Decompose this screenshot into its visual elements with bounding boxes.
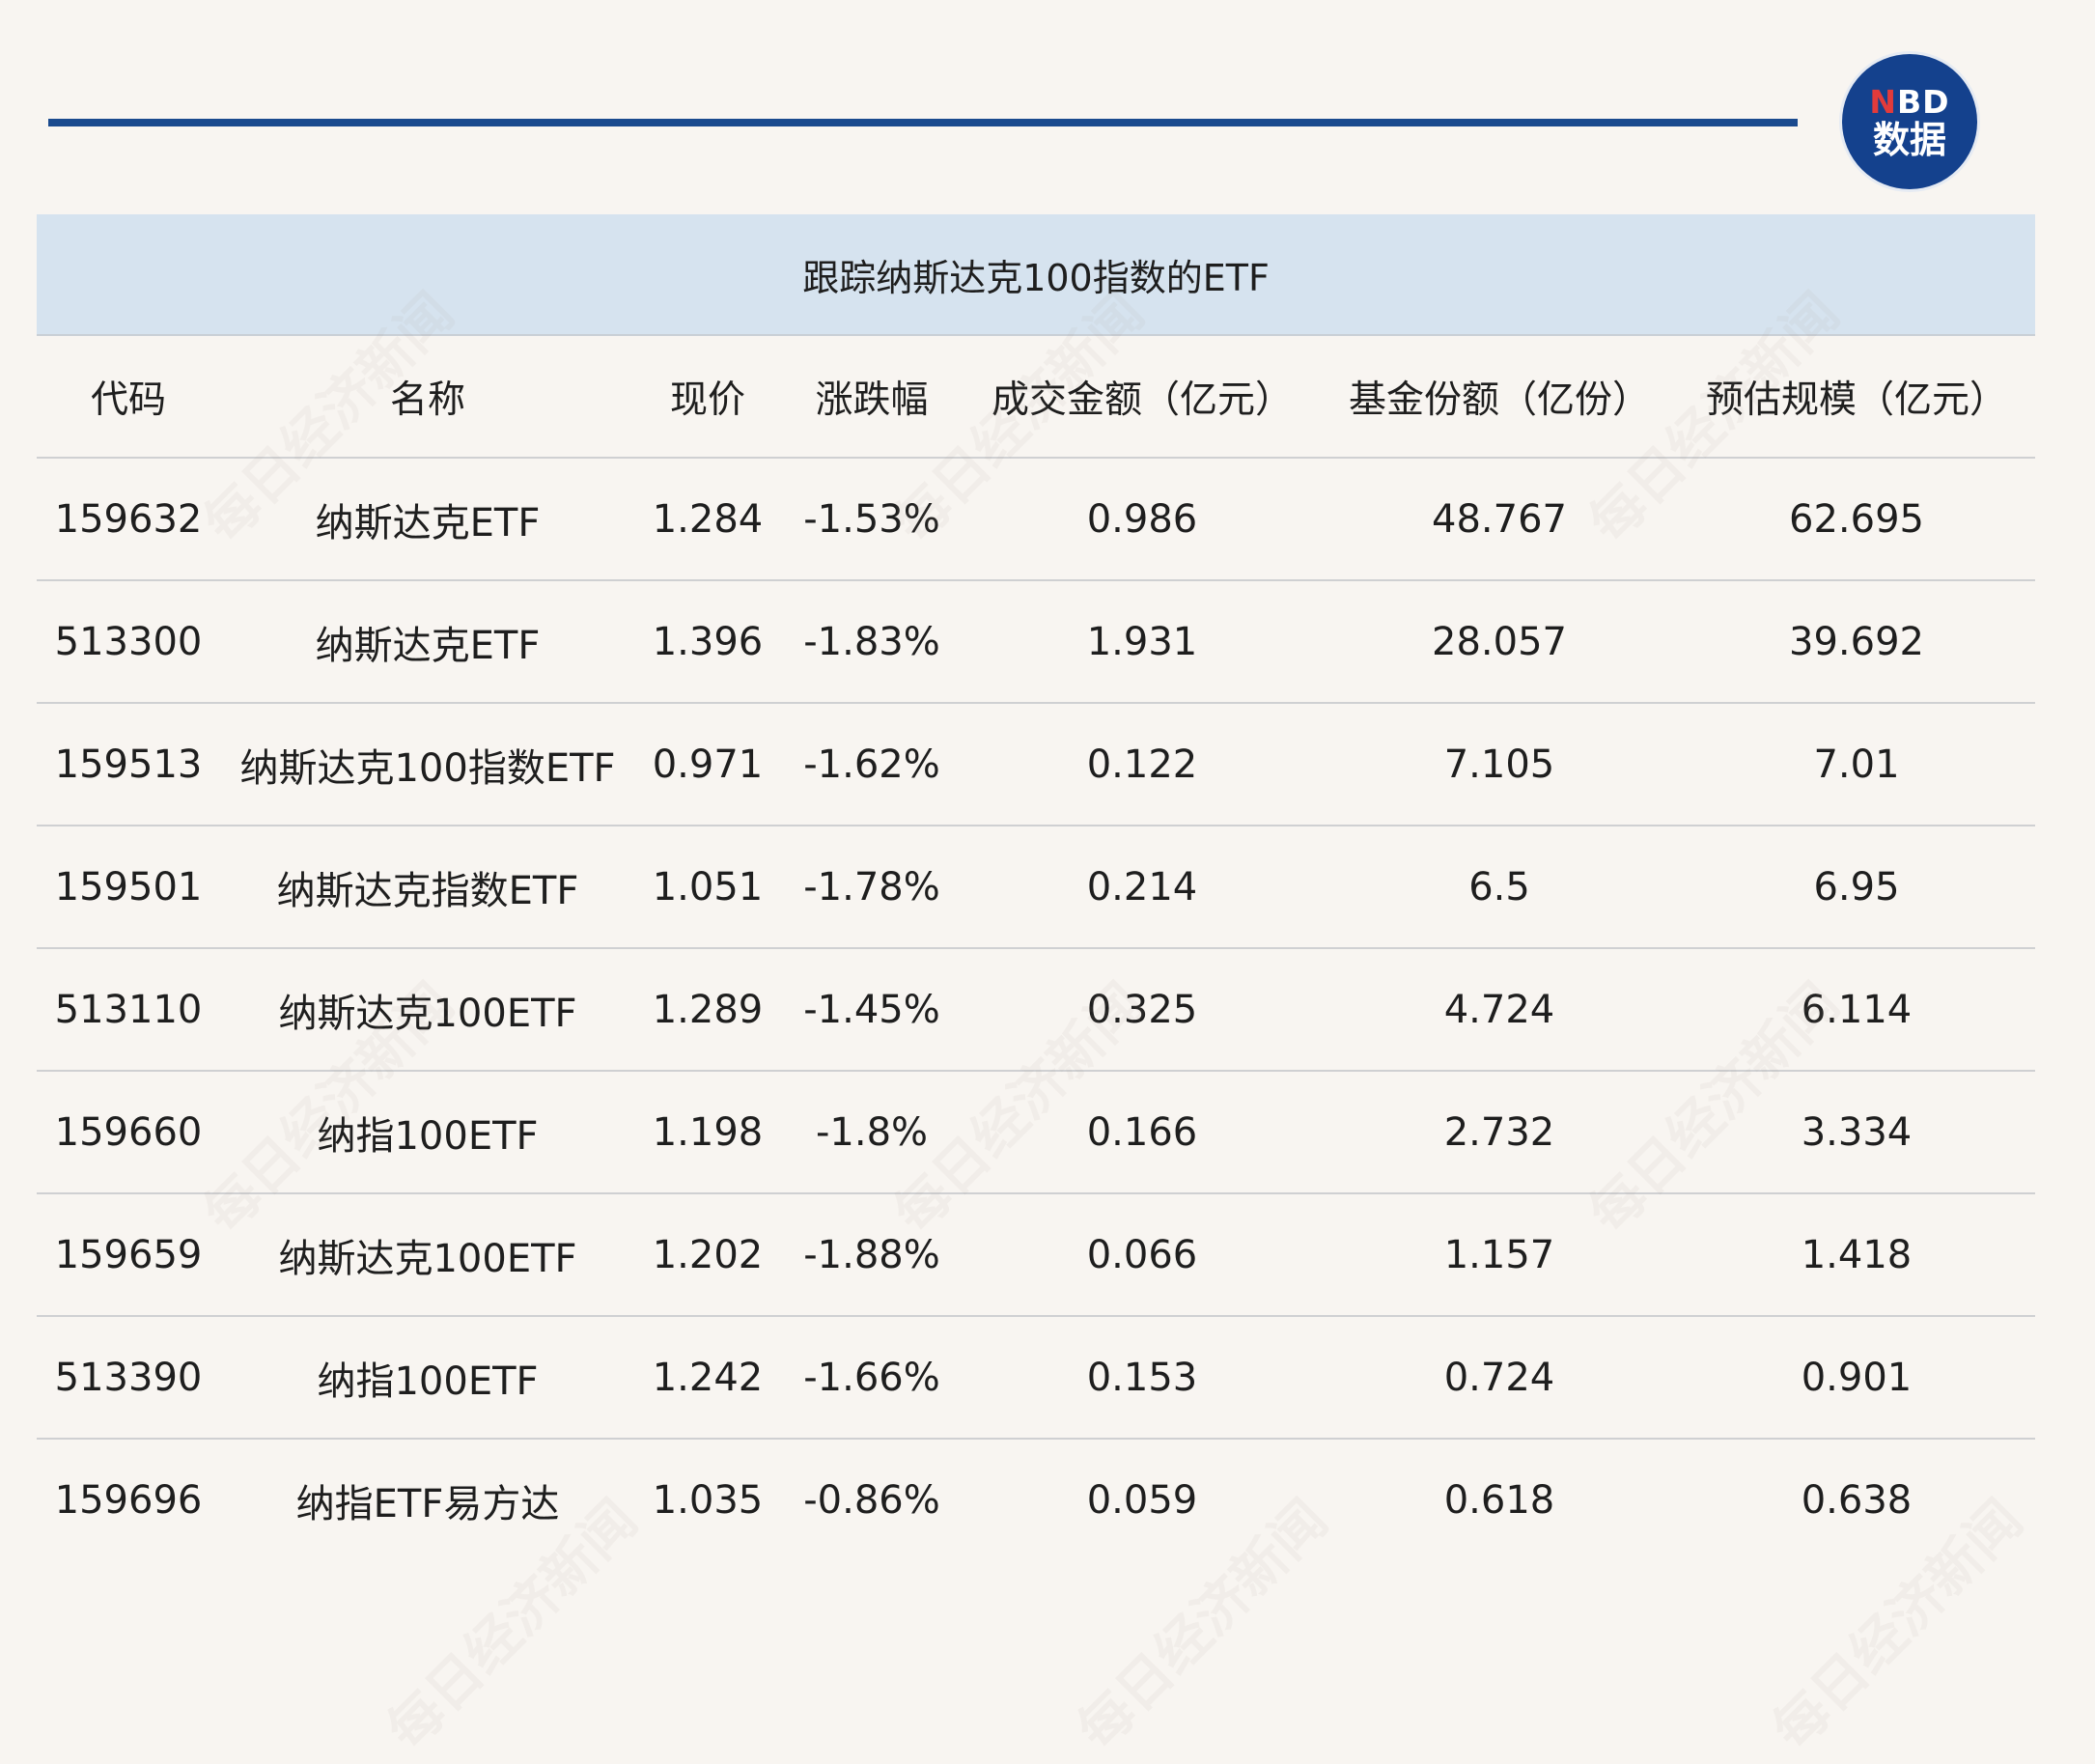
header-turnover: 成交金额（亿元） bbox=[964, 336, 1321, 459]
cell-change: -1.8% bbox=[780, 1071, 964, 1194]
cell-code: 159513 bbox=[37, 703, 220, 826]
cell-name: 纳斯达克ETF bbox=[220, 458, 635, 581]
header-price: 现价 bbox=[635, 336, 780, 459]
cell-price: 1.202 bbox=[635, 1193, 780, 1317]
table-row: 159632 纳斯达克ETF 1.284 -1.53% 0.986 48.767 62.69… bbox=[37, 458, 2035, 581]
cell-change: -1.53% bbox=[780, 458, 964, 581]
table-title: 跟踪纳斯达克100指数的ETF bbox=[37, 214, 2035, 336]
etf-table: 代码 名称 现价 涨跌幅 成交金额（亿元） 基金份额（亿份） 预估规模（亿元） … bbox=[37, 336, 2035, 1560]
cell-price: 0.971 bbox=[635, 703, 780, 826]
cell-code: 159660 bbox=[37, 1071, 220, 1194]
cell-fund-shares: 0.618 bbox=[1443, 1477, 1555, 1523]
cell-estimated-size: 3.334 bbox=[1678, 1071, 2035, 1194]
table-row: 159513 纳斯达克100指数ETF 0.971 -1.62% 0.122 7.105 7… bbox=[37, 703, 2035, 826]
cell-name: 纳指100ETF bbox=[220, 1316, 635, 1440]
cell-estimated-size: 1.418 bbox=[1678, 1193, 2035, 1317]
logo-text-en: NBD bbox=[1869, 82, 1950, 121]
cell-change: -1.62% bbox=[780, 703, 964, 826]
table-row: 159501 纳斯达克指数ETF 1.051 -1.78% 0.214 6.5 6.95 bbox=[37, 826, 2035, 949]
cell-price: 1.198 bbox=[635, 1071, 780, 1194]
cell-turnover: 0.059 bbox=[1086, 1477, 1198, 1523]
cell-price: 1.396 bbox=[635, 580, 780, 704]
cell-price: 1.242 bbox=[635, 1316, 780, 1440]
header-name: 名称 bbox=[220, 336, 635, 459]
cell-price: 1.289 bbox=[635, 948, 780, 1072]
cell-turnover: 0.986 bbox=[964, 458, 1321, 581]
cell-turnover: 0.325 bbox=[964, 948, 1321, 1072]
cell-code: 513390 bbox=[37, 1316, 220, 1440]
cell-turnover: 0.122 bbox=[964, 703, 1321, 826]
cell-code: 513300 bbox=[37, 580, 220, 704]
cell-fund-shares: 1.157 bbox=[1321, 1193, 1678, 1317]
table-row: 513110 纳斯达克100ETF 1.289 -1.45% 0.325 4.724 6.1… bbox=[37, 948, 2035, 1072]
cell-estimated-size: 62.695 bbox=[1678, 458, 2035, 581]
logo-text-cn: 数据 bbox=[1872, 118, 1946, 161]
cell-turnover: 0.153 bbox=[964, 1316, 1321, 1440]
cell-fund-shares: 0.724 bbox=[1321, 1316, 1678, 1440]
cell-estimated-size: 7.01 bbox=[1678, 703, 2035, 826]
cell-code: 159696 bbox=[54, 1477, 203, 1523]
cell-price: 1.284 bbox=[635, 458, 780, 581]
cell-price: 1.035 bbox=[652, 1477, 764, 1523]
cell-estimated-size: 39.692 bbox=[1678, 580, 2035, 704]
table-row: 159659 纳斯达克100ETF 1.202 -1.88% 0.066 1.157 1.4… bbox=[37, 1193, 2035, 1317]
table-body: 159632 纳斯达克ETF 1.284 -1.53% 0.986 48.767 62.69… bbox=[37, 458, 2035, 1560]
cell-fund-shares: 7.105 bbox=[1321, 703, 1678, 826]
header-row: 代码 名称 现价 涨跌幅 成交金额（亿元） 基金份额（亿份） 预估规模（亿元） bbox=[37, 336, 2035, 459]
cell-fund-shares: 28.057 bbox=[1321, 580, 1678, 704]
table-row: 513390 纳指100ETF 1.242 -1.66% 0.153 0.724 0.901 bbox=[37, 1316, 2035, 1440]
table-row: 159660 纳指100ETF 1.198 -1.8% 0.166 2.732 3.334 bbox=[37, 1071, 2035, 1194]
cell-change: -1.78% bbox=[780, 826, 964, 949]
cell-turnover: 0.214 bbox=[964, 826, 1321, 949]
cell-name: 纳斯达克指数ETF bbox=[220, 826, 635, 949]
cell-turnover: 0.066 bbox=[964, 1193, 1321, 1317]
cell-turnover: 1.931 bbox=[964, 580, 1321, 704]
nbd-data-logo: NBD 数据 bbox=[1842, 54, 1977, 189]
cell-code: 159501 bbox=[37, 826, 220, 949]
cell-name: 纳斯达克ETF bbox=[220, 580, 635, 704]
cell-name: 纳指ETF易方达 bbox=[295, 1481, 560, 1526]
cell-fund-shares: 48.767 bbox=[1321, 458, 1678, 581]
cell-change: -1.45% bbox=[780, 948, 964, 1072]
cell-code: 159632 bbox=[37, 458, 220, 581]
cell-change: -1.66% bbox=[780, 1316, 964, 1440]
cell-change: -1.88% bbox=[780, 1193, 964, 1317]
cell-code: 159659 bbox=[37, 1193, 220, 1317]
cell-price: 1.051 bbox=[635, 826, 780, 949]
cell-change: -0.86% bbox=[803, 1477, 940, 1523]
cell-name: 纳斯达克100ETF bbox=[220, 948, 635, 1072]
cell-fund-shares: 6.5 bbox=[1321, 826, 1678, 949]
cell-estimated-size: 6.114 bbox=[1678, 948, 2035, 1072]
table-row: 159696 纳指ETF易方达 1.035 -0.86% 0.059 0.618 0.638 bbox=[37, 1439, 2035, 1560]
etf-table-container: 跟踪纳斯达克100指数的ETF 代码 名称 现价 涨跌幅 成交金额（亿元） 基金… bbox=[37, 214, 2035, 1560]
header-fund-shares: 基金份额（亿份） bbox=[1321, 336, 1678, 459]
cell-estimated-size: 6.95 bbox=[1678, 826, 2035, 949]
cell-fund-shares: 4.724 bbox=[1321, 948, 1678, 1072]
cell-code: 513110 bbox=[37, 948, 220, 1072]
cell-fund-shares: 2.732 bbox=[1321, 1071, 1678, 1194]
header-estimated-size: 预估规模（亿元） bbox=[1678, 336, 2035, 459]
cell-estimated-size: 0.638 bbox=[1801, 1477, 1913, 1523]
cell-name: 纳斯达克100指数ETF bbox=[220, 703, 635, 826]
cell-name: 纳指100ETF bbox=[220, 1071, 635, 1194]
cell-estimated-size: 0.901 bbox=[1678, 1316, 2035, 1440]
cell-change: -1.83% bbox=[780, 580, 964, 704]
header-change: 涨跌幅 bbox=[780, 336, 964, 459]
table-row: 513300 纳斯达克ETF 1.396 -1.83% 1.931 28.057 39.69… bbox=[37, 580, 2035, 704]
header-code: 代码 bbox=[37, 336, 220, 459]
cell-turnover: 0.166 bbox=[964, 1071, 1321, 1194]
cell-name: 纳斯达克100ETF bbox=[220, 1193, 635, 1317]
top-rule bbox=[48, 119, 1798, 126]
